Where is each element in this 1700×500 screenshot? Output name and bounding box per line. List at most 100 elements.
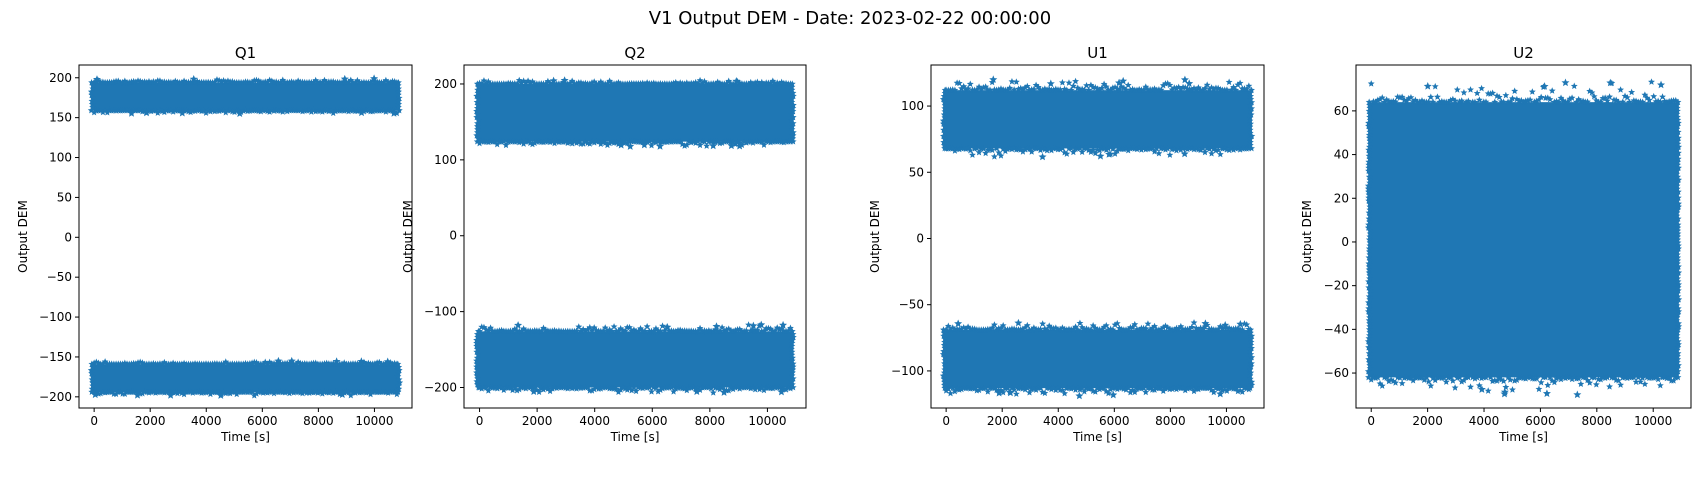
data-point [1177, 146, 1185, 153]
y-tick-label: 50 [909, 165, 924, 179]
data-point [180, 390, 188, 398]
y-tick-label: 200 [49, 71, 72, 85]
data-point [742, 327, 750, 334]
data-point [1544, 381, 1552, 389]
data-point [1234, 81, 1242, 88]
data-point [966, 146, 974, 154]
data-point [720, 327, 728, 334]
data-point [941, 144, 949, 152]
data-point [1248, 144, 1255, 152]
point-cloud-band-2 [91, 364, 400, 393]
data-point [473, 122, 481, 130]
data-point [259, 78, 267, 86]
data-point [384, 389, 392, 396]
data-point [132, 360, 140, 367]
data-point [1674, 158, 1682, 165]
data-point [1495, 93, 1503, 101]
data-point [484, 387, 492, 394]
data-point [729, 385, 737, 393]
data-point [145, 389, 153, 396]
data-point [191, 78, 199, 86]
data-point [394, 388, 402, 395]
data-point [167, 360, 175, 368]
data-point [1214, 325, 1222, 333]
data-point [1076, 319, 1084, 327]
data-point [1023, 321, 1031, 329]
data-point [599, 327, 607, 335]
data-point [1674, 227, 1682, 234]
data-point [951, 86, 959, 94]
data-point [1019, 148, 1027, 155]
data-point-outlier [1075, 391, 1084, 400]
data-point [395, 369, 402, 377]
data-point [588, 387, 596, 394]
data-point [160, 108, 168, 116]
data-point [579, 140, 587, 147]
data-point [1429, 98, 1437, 105]
data-point [751, 385, 759, 393]
data-point [1674, 305, 1682, 312]
data-point [1037, 146, 1044, 154]
data-point [1166, 151, 1174, 158]
data-point [1365, 164, 1373, 171]
data-point [264, 360, 271, 367]
data-point [1491, 98, 1499, 106]
data-point-outlier [1006, 388, 1015, 397]
data-point [973, 144, 981, 152]
data-point [731, 326, 739, 334]
data-point [1067, 86, 1075, 94]
data-point-outlier [93, 75, 101, 83]
data-point [641, 327, 649, 335]
data-point [1431, 376, 1439, 384]
data-point [1091, 388, 1099, 395]
data-point [1674, 310, 1682, 318]
data-point [941, 338, 949, 346]
data-point [1367, 80, 1375, 87]
data-point [529, 327, 536, 335]
data-point [1010, 385, 1018, 393]
data-point [1246, 366, 1254, 373]
data-point [1471, 98, 1479, 106]
data-point [1140, 384, 1147, 392]
data-point [1674, 230, 1682, 237]
data-point [1124, 81, 1132, 89]
data-point [1105, 389, 1112, 397]
data-point [1366, 206, 1374, 213]
data-point [709, 389, 717, 396]
data-point [1225, 78, 1233, 86]
data-point [1673, 110, 1681, 118]
data-point [220, 360, 227, 367]
data-point [1482, 98, 1490, 105]
data-point [1157, 325, 1165, 333]
data-point [1004, 86, 1011, 93]
data-point [564, 385, 572, 392]
data-point [1473, 89, 1481, 97]
data-point [1069, 148, 1077, 156]
data-point [1365, 215, 1373, 222]
data-point [1188, 323, 1196, 331]
data-point [1155, 149, 1163, 157]
data-point [1365, 209, 1373, 216]
data-point [672, 385, 680, 392]
data-point-outlier [617, 140, 626, 149]
x-tick-label: 8000 [1155, 414, 1186, 428]
data-point [995, 86, 1003, 93]
data-point [1537, 378, 1545, 386]
data-point [509, 327, 517, 335]
data-point [1216, 150, 1224, 158]
data-point [474, 135, 482, 142]
data-point [473, 128, 481, 136]
data-point [1366, 322, 1374, 330]
y-tick-label: 0 [1341, 235, 1349, 249]
y-tick-label: 200 [434, 77, 457, 91]
data-point [789, 330, 797, 338]
data-point [178, 78, 186, 86]
data-point [1566, 95, 1574, 102]
data-point [1656, 381, 1664, 389]
data-point [1628, 88, 1636, 96]
subplot-u2: 0 2000 4000 6000 8000 10000 −60 −40 −20 0 20 40 60 U2… [1300, 44, 1692, 444]
data-point [1670, 377, 1677, 384]
data-point [1105, 144, 1112, 152]
data-point [174, 389, 181, 397]
data-point [1376, 95, 1384, 103]
